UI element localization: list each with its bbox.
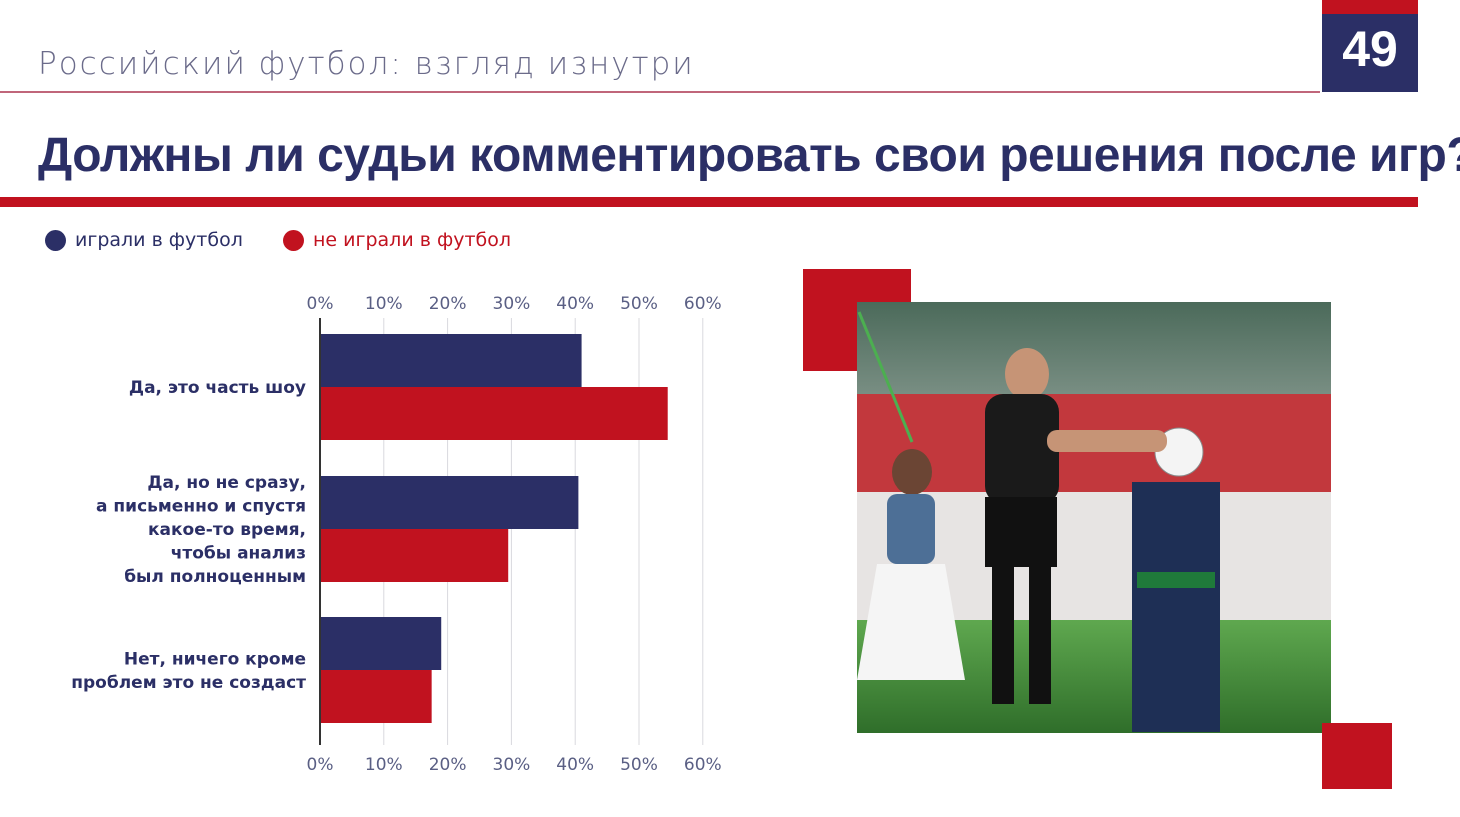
x-tick-label-bottom: 60% — [684, 755, 722, 775]
referee-head — [1005, 348, 1049, 400]
bar-not-played — [320, 387, 668, 440]
photo-illustration — [857, 302, 1331, 733]
referee-arm — [1047, 430, 1167, 452]
x-tick-label-top: 50% — [620, 294, 658, 314]
category-label: был полноценным — [124, 567, 306, 587]
x-tick-label-top: 10% — [365, 294, 403, 314]
category-label: Нет, ничего кроме — [124, 649, 306, 669]
x-tick-label-top: 0% — [307, 294, 334, 314]
category-label: чтобы анализ — [171, 544, 306, 564]
bar-not-played — [320, 670, 432, 723]
girl-top — [887, 494, 935, 564]
decorative-square-bottom — [1322, 723, 1392, 789]
x-tick-label-bottom: 0% — [307, 755, 334, 775]
title-divider — [0, 197, 1418, 207]
pedestal-sign — [1137, 572, 1215, 588]
stadium-stands — [857, 302, 1331, 397]
legend-label-not-played: не играли в футбол — [313, 229, 511, 251]
legend-label-played: играли в футбол — [75, 229, 243, 251]
page-badge-stripe — [1322, 0, 1418, 14]
page-number: 49 — [1342, 21, 1398, 77]
flag-pole — [857, 311, 914, 443]
bar-not-played — [320, 529, 509, 582]
category-label: Да, это часть шоу — [129, 378, 306, 398]
bar-chart: 0% 0% 10% 10% 20% 20% 30% 30% 40% 40% 50% 50% 60% 60%… — [71, 294, 722, 775]
girl-dress — [857, 564, 965, 680]
x-tick-label-top: 30% — [493, 294, 531, 314]
legend-item-not-played: не играли в футбол — [283, 229, 511, 251]
x-tick-label-bottom: 40% — [556, 755, 594, 775]
legend-dot-played — [45, 229, 66, 251]
referee-leg-left — [992, 564, 1014, 704]
x-tick-label-top: 60% — [684, 294, 722, 314]
referee-photo — [857, 302, 1331, 733]
bar-played — [320, 334, 582, 387]
girl-head — [892, 449, 932, 495]
page-number-badge: 49 — [1322, 0, 1418, 92]
bar-played — [320, 476, 579, 529]
category-label: Да, но не сразу, — [147, 473, 306, 493]
header-divider — [0, 91, 1320, 93]
category-label: какое-то время, — [148, 520, 306, 540]
slide-title: Должны ли судьи комментировать свои реше… — [38, 129, 1460, 182]
x-tick-label-bottom: 20% — [429, 755, 467, 775]
ball-pedestal — [1132, 482, 1220, 732]
deck-subtitle: Российский футбол: взгляд изнутри — [38, 46, 695, 82]
x-tick-label-bottom: 50% — [620, 755, 658, 775]
category-label: а письменно и спустя — [96, 497, 306, 517]
referee-torso — [985, 394, 1059, 504]
x-tick-label-top: 40% — [556, 294, 594, 314]
x-tick-label-top: 20% — [429, 294, 467, 314]
referee-shorts — [985, 497, 1057, 567]
x-tick-label-bottom: 30% — [493, 755, 531, 775]
x-tick-label-bottom: 10% — [365, 755, 403, 775]
bar-played — [320, 617, 442, 670]
legend-item-played: играли в футбол — [45, 229, 243, 251]
legend-dot-not-played — [283, 229, 304, 251]
referee-leg-right — [1029, 564, 1051, 704]
category-label: проблем это не создаст — [71, 673, 306, 693]
